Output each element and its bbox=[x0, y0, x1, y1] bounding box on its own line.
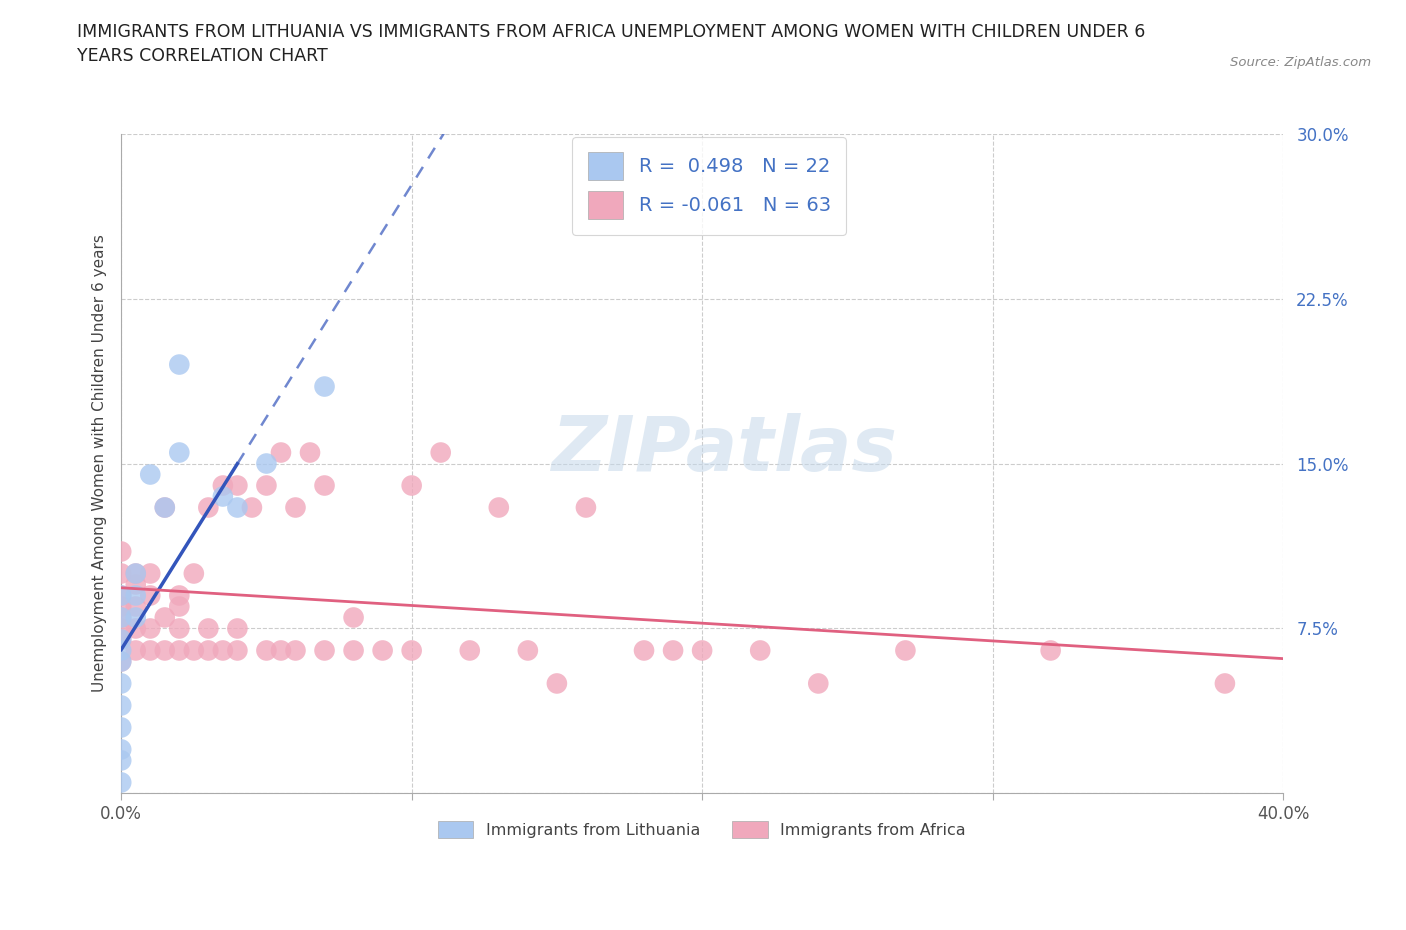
Point bbox=[169, 445, 191, 460]
Legend: Immigrants from Lithuania, Immigrants from Africa: Immigrants from Lithuania, Immigrants fr… bbox=[432, 815, 973, 844]
Point bbox=[284, 500, 307, 515]
Point bbox=[153, 643, 176, 658]
Point bbox=[226, 643, 249, 658]
Point bbox=[212, 478, 235, 493]
Point bbox=[662, 643, 685, 658]
Point bbox=[139, 467, 162, 482]
Point bbox=[153, 500, 176, 515]
Point bbox=[169, 357, 191, 372]
Point bbox=[110, 643, 132, 658]
Point bbox=[401, 643, 423, 658]
Text: ZIPatlas: ZIPatlas bbox=[553, 413, 898, 487]
Point bbox=[125, 588, 148, 603]
Point bbox=[488, 500, 510, 515]
Point bbox=[226, 500, 249, 515]
Point bbox=[110, 720, 132, 735]
Point bbox=[110, 654, 132, 669]
Point bbox=[1039, 643, 1062, 658]
Point bbox=[429, 445, 451, 460]
Point bbox=[110, 621, 132, 636]
Point bbox=[125, 566, 148, 581]
Point bbox=[153, 500, 176, 515]
Point bbox=[110, 599, 132, 614]
Point bbox=[314, 379, 336, 394]
Point bbox=[125, 599, 148, 614]
Point bbox=[284, 643, 307, 658]
Point bbox=[169, 599, 191, 614]
Point bbox=[110, 566, 132, 581]
Point bbox=[183, 643, 205, 658]
Point bbox=[401, 478, 423, 493]
Point bbox=[110, 698, 132, 713]
Point bbox=[169, 588, 191, 603]
Point bbox=[139, 588, 162, 603]
Point bbox=[690, 643, 713, 658]
Point bbox=[110, 632, 132, 647]
Point bbox=[633, 643, 655, 658]
Point bbox=[110, 632, 132, 647]
Text: Source: ZipAtlas.com: Source: ZipAtlas.com bbox=[1230, 56, 1371, 69]
Point bbox=[212, 489, 235, 504]
Point bbox=[125, 566, 148, 581]
Point bbox=[546, 676, 568, 691]
Point bbox=[270, 643, 292, 658]
Point bbox=[153, 610, 176, 625]
Point bbox=[110, 753, 132, 768]
Point bbox=[110, 775, 132, 790]
Point bbox=[110, 654, 132, 669]
Point bbox=[139, 643, 162, 658]
Point bbox=[256, 478, 278, 493]
Point bbox=[139, 621, 162, 636]
Point bbox=[197, 500, 219, 515]
Point bbox=[342, 643, 364, 658]
Point bbox=[226, 621, 249, 636]
Y-axis label: Unemployment Among Women with Children Under 6 years: Unemployment Among Women with Children U… bbox=[93, 234, 107, 693]
Point bbox=[125, 621, 148, 636]
Point bbox=[212, 643, 235, 658]
Point bbox=[458, 643, 481, 658]
Point bbox=[110, 588, 132, 603]
Point bbox=[110, 588, 132, 603]
Point bbox=[270, 445, 292, 460]
Point bbox=[125, 610, 148, 625]
Point bbox=[371, 643, 394, 658]
Point bbox=[516, 643, 538, 658]
Point bbox=[169, 621, 191, 636]
Point bbox=[749, 643, 772, 658]
Point bbox=[125, 577, 148, 591]
Point bbox=[197, 621, 219, 636]
Point bbox=[256, 456, 278, 471]
Point bbox=[139, 566, 162, 581]
Point bbox=[226, 478, 249, 493]
Point bbox=[807, 676, 830, 691]
Point bbox=[314, 643, 336, 658]
Point bbox=[110, 610, 132, 625]
Point bbox=[1213, 676, 1236, 691]
Point bbox=[110, 742, 132, 757]
Point bbox=[110, 676, 132, 691]
Point bbox=[575, 500, 598, 515]
Point bbox=[110, 610, 132, 625]
Text: IMMIGRANTS FROM LITHUANIA VS IMMIGRANTS FROM AFRICA UNEMPLOYMENT AMONG WOMEN WIT: IMMIGRANTS FROM LITHUANIA VS IMMIGRANTS … bbox=[77, 23, 1146, 65]
Point bbox=[197, 643, 219, 658]
Point bbox=[125, 643, 148, 658]
Point bbox=[110, 544, 132, 559]
Point bbox=[169, 643, 191, 658]
Point bbox=[894, 643, 917, 658]
Point bbox=[298, 445, 321, 460]
Point bbox=[256, 643, 278, 658]
Point bbox=[342, 610, 364, 625]
Point bbox=[240, 500, 263, 515]
Point bbox=[183, 566, 205, 581]
Point bbox=[314, 478, 336, 493]
